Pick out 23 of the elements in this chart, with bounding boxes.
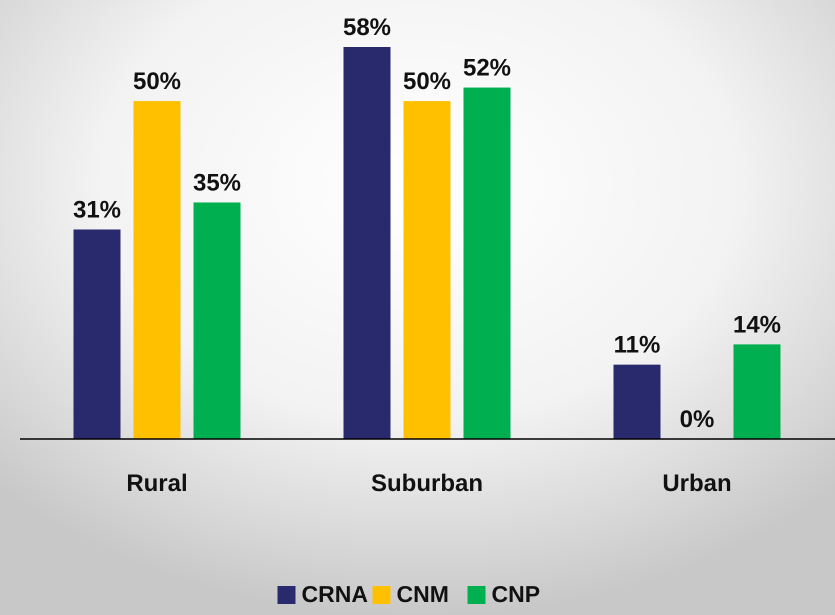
bar (194, 202, 240, 439)
data-label: 52% (462, 54, 512, 82)
bar (734, 344, 780, 439)
bar (74, 229, 120, 439)
bar (404, 101, 450, 439)
data-label: 0% (680, 406, 714, 433)
bar (614, 364, 660, 439)
data-label: 50% (132, 68, 182, 96)
data-label: 14% (732, 311, 782, 338)
legend-label: CRNA (302, 581, 368, 607)
x-tick-label: Urban (662, 470, 732, 497)
data-label: 31% (72, 196, 122, 224)
bar (464, 88, 510, 439)
x-tick-label: Rural (126, 470, 188, 497)
bar (344, 47, 390, 439)
bar (134, 101, 180, 439)
data-label: 35% (192, 169, 242, 196)
data-label: 11% (614, 332, 660, 359)
legend-label: CNP (492, 581, 540, 607)
data-label: 50% (402, 68, 452, 96)
data-label: 58% (342, 14, 392, 41)
x-tick-label: Suburban (371, 470, 483, 497)
legend-label: CNM (396, 581, 449, 607)
